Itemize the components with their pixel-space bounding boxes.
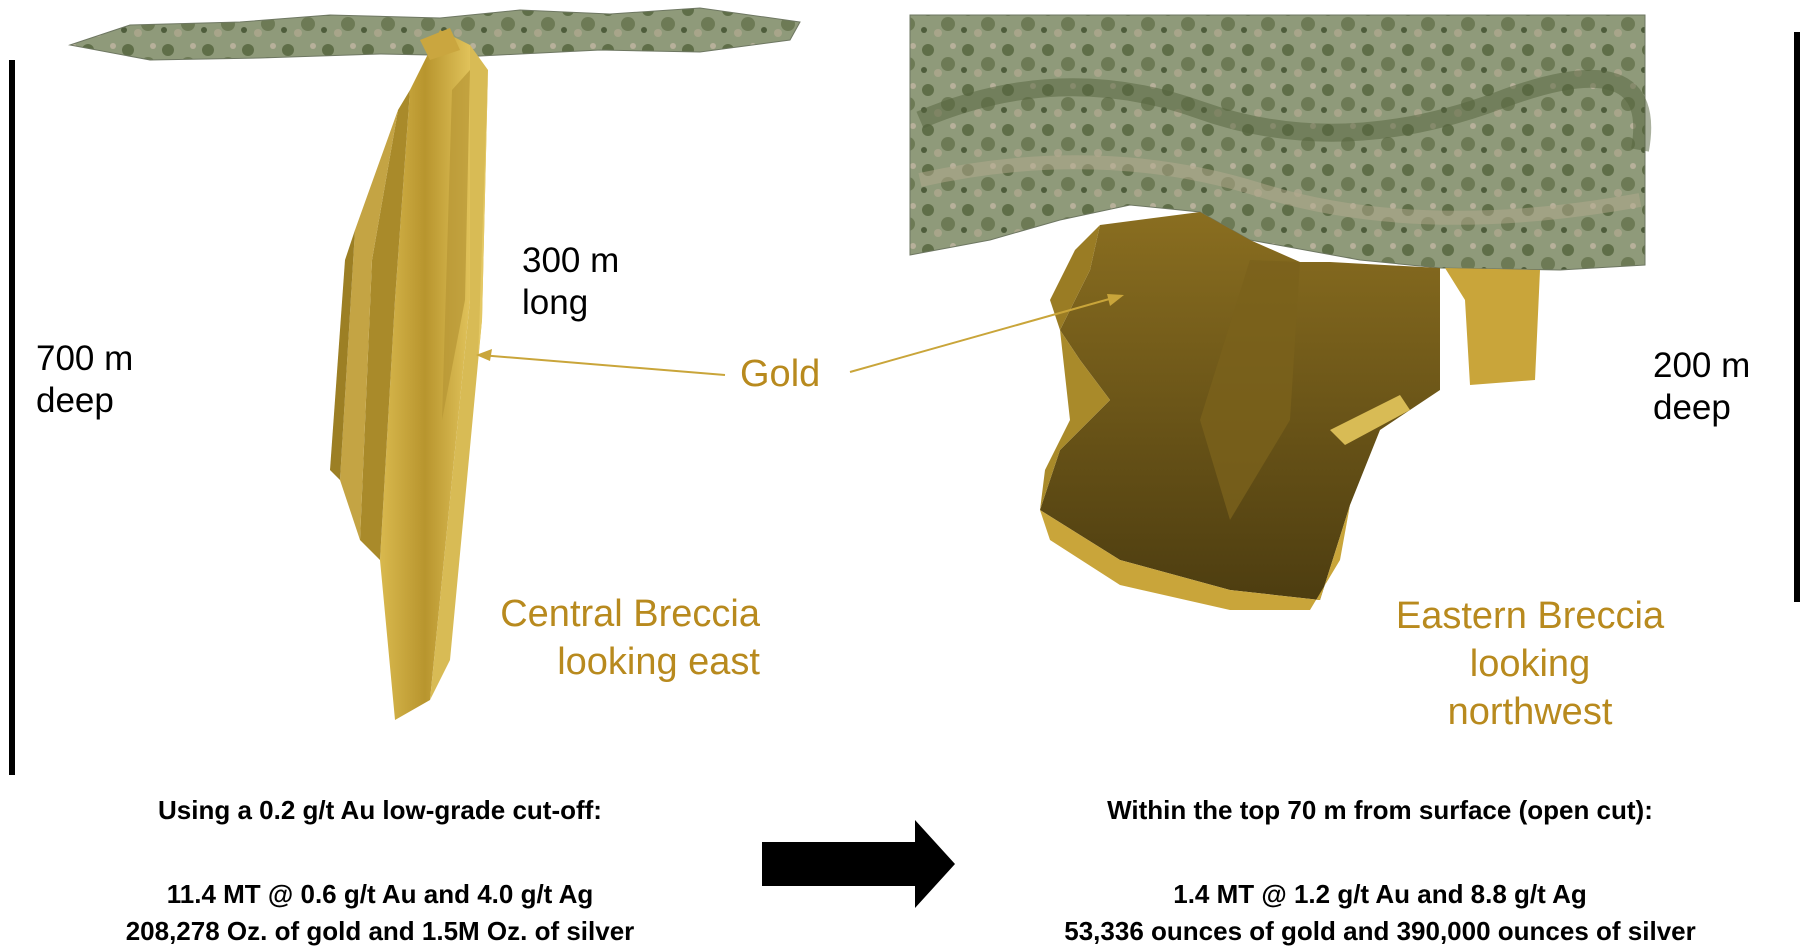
central-breccia-title-line2: looking east	[557, 641, 760, 683]
eastern-breccia-title-line1: Eastern Breccia	[1395, 595, 1665, 637]
right-depth-scale-bar	[1794, 32, 1800, 602]
right-resource-stats: 1.4 MT @ 1.2 g/t Au and 8.8 g/t Ag 53,33…	[960, 876, 1800, 950]
left-ounces-text: 208,278 Oz. of gold and 1.5M Oz. of silv…	[125, 916, 635, 946]
length-label: 300 m long	[522, 240, 619, 324]
right-depth-unit: deep	[1653, 388, 1731, 427]
central-breccia-title: Central Breccia looking east	[440, 590, 760, 686]
right-grade-text: 1.4 MT @ 1.2 g/t Au and 8.8 g/t Ag	[1173, 879, 1587, 909]
eastern-terrain-surface	[909, 14, 1652, 271]
length-unit: long	[522, 283, 589, 322]
eastern-breccia-title-line2: looking	[1469, 643, 1591, 685]
right-ounces-text: 53,336 ounces of gold and 390,000 ounces…	[1064, 916, 1696, 946]
left-depth-value: 700 m	[36, 339, 134, 378]
central-breccia-gold-body	[330, 28, 488, 720]
gold-label: Gold	[740, 353, 821, 395]
left-resource-stats: 11.4 MT @ 0.6 g/t Au and 4.0 g/t Ag 208,…	[20, 876, 740, 950]
left-cutoff-text: Using a 0.2 g/t Au low-grade cut-off:	[158, 795, 602, 825]
left-depth-label: 700 m deep	[36, 338, 133, 422]
left-depth-unit: deep	[36, 381, 114, 420]
gold-pointer-arrows	[476, 294, 1124, 376]
right-depth-label: 200 m deep	[1653, 345, 1750, 429]
length-value: 300 m	[522, 241, 620, 280]
eastern-breccia-title: Eastern Breccia looking northwest	[1360, 592, 1700, 736]
left-grade-text: 11.4 MT @ 0.6 g/t Au and 4.0 g/t Ag	[166, 879, 594, 909]
right-scope-text: Within the top 70 m from surface (open c…	[1107, 795, 1653, 825]
eastern-breccia-gold-body	[1040, 212, 1540, 610]
transition-arrow	[762, 820, 955, 908]
left-depth-scale-bar	[9, 60, 15, 775]
right-depth-value: 200 m	[1653, 346, 1751, 385]
eastern-breccia-title-line3: northwest	[1447, 691, 1613, 733]
central-breccia-title-line1: Central Breccia	[500, 593, 760, 635]
